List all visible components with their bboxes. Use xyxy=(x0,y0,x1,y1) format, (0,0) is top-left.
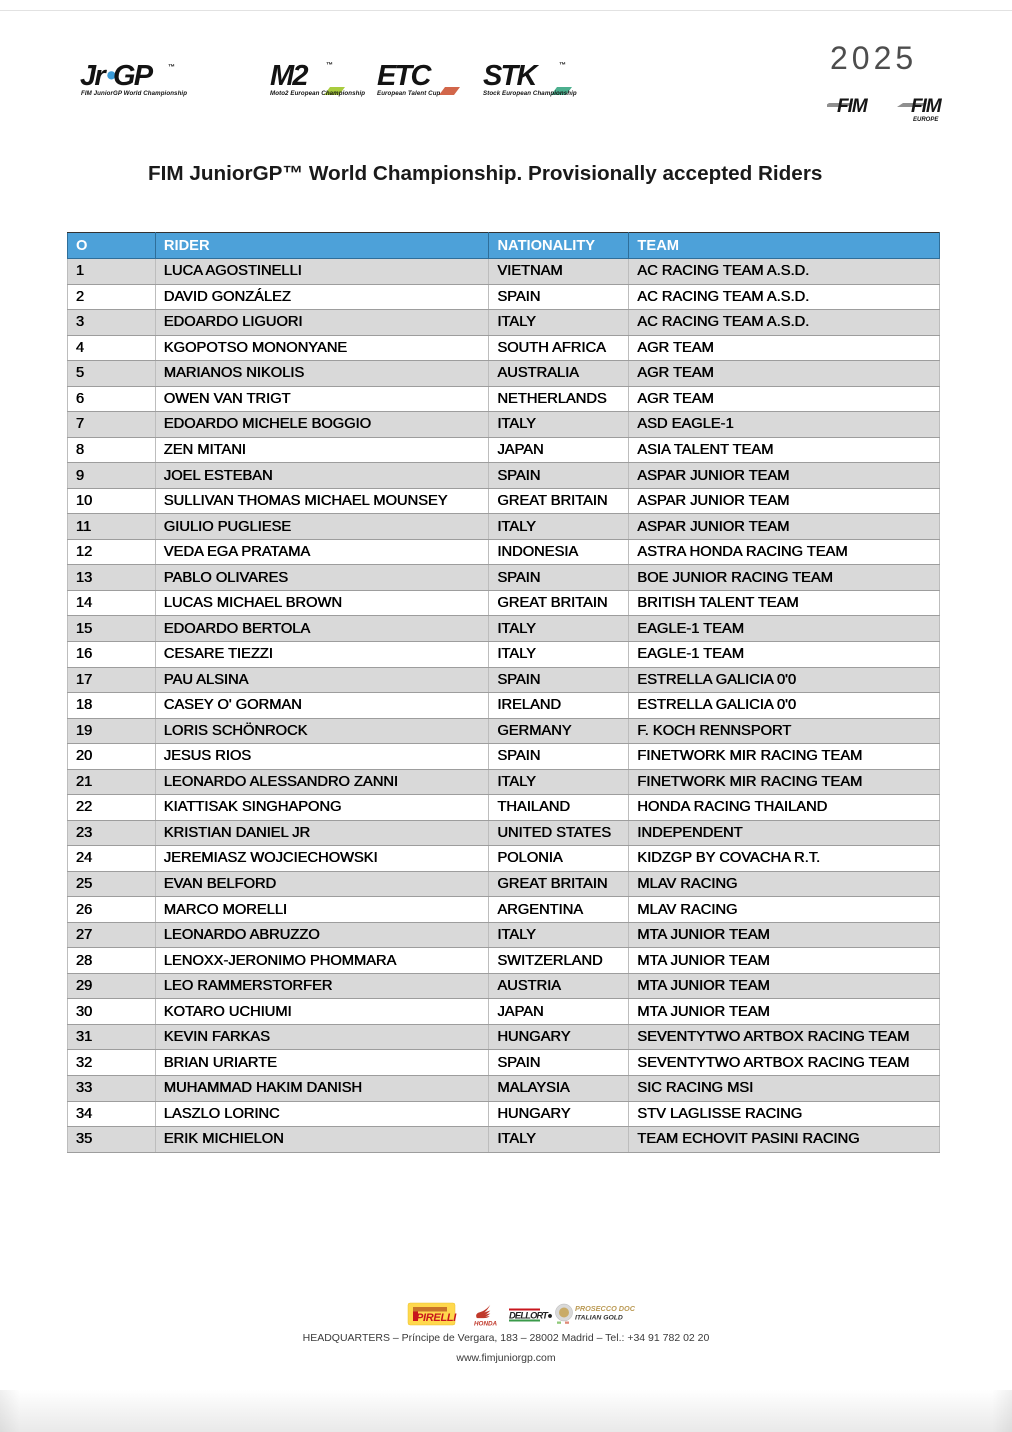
svg-text:DELLORT●: DELLORT● xyxy=(509,1310,552,1320)
svg-text:™: ™ xyxy=(168,64,175,71)
svg-text:M2: M2 xyxy=(270,60,308,92)
svg-text:FIM: FIM xyxy=(837,96,869,117)
svg-text:Jr: Jr xyxy=(80,60,107,92)
svg-text:™: ™ xyxy=(559,62,566,69)
svg-text:GP: GP xyxy=(113,60,154,92)
svg-text:EUROPE: EUROPE xyxy=(913,117,939,123)
svg-text:STK: STK xyxy=(483,60,539,92)
svg-text:ITALIAN GOLD: ITALIAN GOLD xyxy=(575,1315,623,1322)
svg-text:FIM: FIM xyxy=(911,96,943,117)
svg-text:PIRELLI: PIRELLI xyxy=(416,1312,457,1324)
svg-text:HONDA: HONDA xyxy=(474,1321,498,1328)
svg-text:ETC: ETC xyxy=(377,60,432,92)
svg-text:™: ™ xyxy=(326,62,333,69)
svg-text:PROSECCO DOC: PROSECCO DOC xyxy=(575,1304,636,1313)
